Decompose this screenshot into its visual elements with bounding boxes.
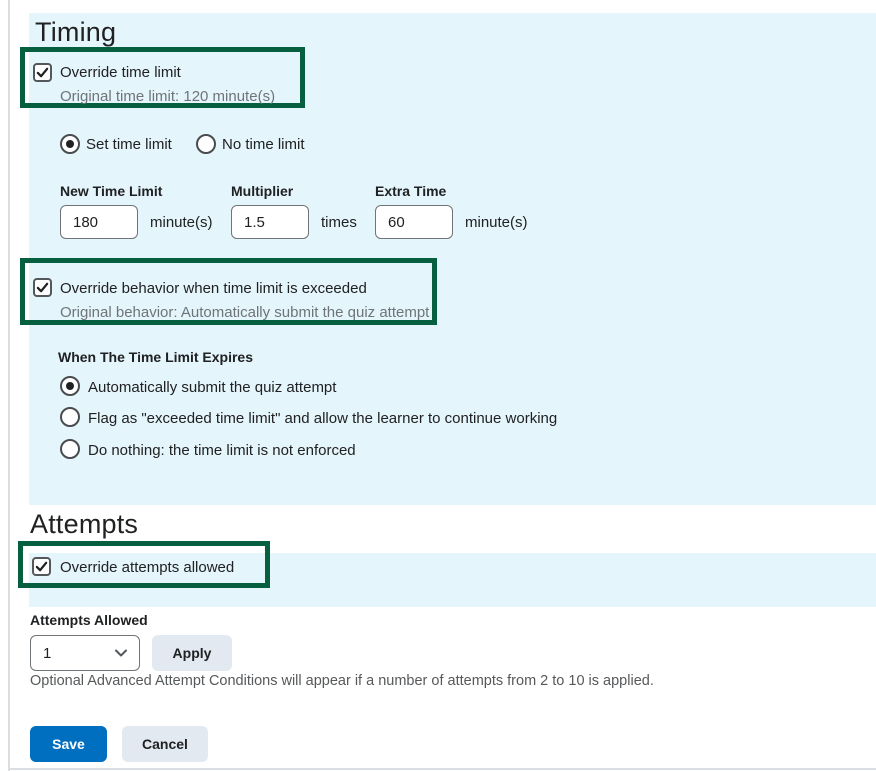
- expiry-flag-label: Flag as "exceeded time limit" and allow …: [88, 410, 558, 427]
- attempts-allowed-select[interactable]: 1: [30, 635, 140, 671]
- extra-time-suffix: minute(s): [465, 214, 528, 231]
- expiry-auto-submit-label: Automatically submit the quiz attempt: [88, 379, 337, 396]
- multiplier-label: Multiplier: [231, 183, 294, 199]
- highlight-box-override-attempts: [18, 541, 270, 588]
- checkmark-icon: [35, 560, 48, 573]
- radio-dot: [66, 140, 74, 148]
- original-behavior-text: Original behavior: Automatically submit …: [60, 304, 430, 321]
- extra-time-input[interactable]: [375, 205, 453, 239]
- original-time-limit-text: Original time limit: 120 minute(s): [60, 88, 276, 105]
- checkmark-icon: [36, 281, 49, 294]
- bottom-divider: [8, 768, 876, 770]
- multiplier-suffix: times: [321, 214, 357, 231]
- chevron-down-icon: [115, 644, 127, 662]
- new-time-limit-suffix: minute(s): [150, 214, 213, 231]
- timing-heading: Timing: [35, 17, 117, 47]
- override-attempts-label: Override attempts allowed: [60, 559, 235, 576]
- cancel-button[interactable]: Cancel: [122, 726, 208, 762]
- attempts-heading: Attempts: [30, 509, 139, 539]
- extra-time-label: Extra Time: [375, 183, 447, 199]
- attempts-allowed-value: 1: [43, 644, 52, 662]
- no-time-limit-radio[interactable]: [196, 134, 216, 154]
- set-time-limit-label: Set time limit: [86, 136, 172, 153]
- attempts-panel: [29, 553, 876, 607]
- checkmark-icon: [36, 66, 49, 79]
- no-time-limit-label: No time limit: [222, 136, 305, 153]
- attempt-conditions-note: Optional Advanced Attempt Conditions wil…: [30, 673, 654, 689]
- save-button[interactable]: Save: [30, 726, 107, 762]
- highlight-box-override-time-limit: [20, 47, 305, 108]
- left-divider: [8, 0, 10, 771]
- expiry-do-nothing-label: Do nothing: the time limit is not enforc…: [88, 442, 356, 459]
- override-attempts-checkbox[interactable]: [32, 557, 51, 576]
- time-limit-expires-label: When The Time Limit Expires: [58, 349, 254, 365]
- set-time-limit-radio[interactable]: [60, 134, 80, 154]
- expiry-flag-radio[interactable]: [60, 407, 80, 427]
- radio-dot: [66, 382, 74, 390]
- new-time-limit-label: New Time Limit: [60, 183, 163, 199]
- expiry-auto-submit-radio[interactable]: [60, 376, 80, 396]
- apply-button[interactable]: Apply: [152, 635, 232, 671]
- expiry-do-nothing-radio[interactable]: [60, 439, 80, 459]
- new-time-limit-input[interactable]: [60, 205, 138, 239]
- multiplier-input[interactable]: [231, 205, 309, 239]
- override-behavior-checkbox[interactable]: [33, 278, 52, 297]
- override-behavior-label: Override behavior when time limit is exc…: [60, 280, 367, 297]
- highlight-box-override-behavior: [20, 258, 437, 325]
- override-time-limit-label: Override time limit: [60, 64, 181, 81]
- attempts-allowed-label: Attempts Allowed: [30, 612, 148, 628]
- override-time-limit-checkbox[interactable]: [33, 63, 52, 82]
